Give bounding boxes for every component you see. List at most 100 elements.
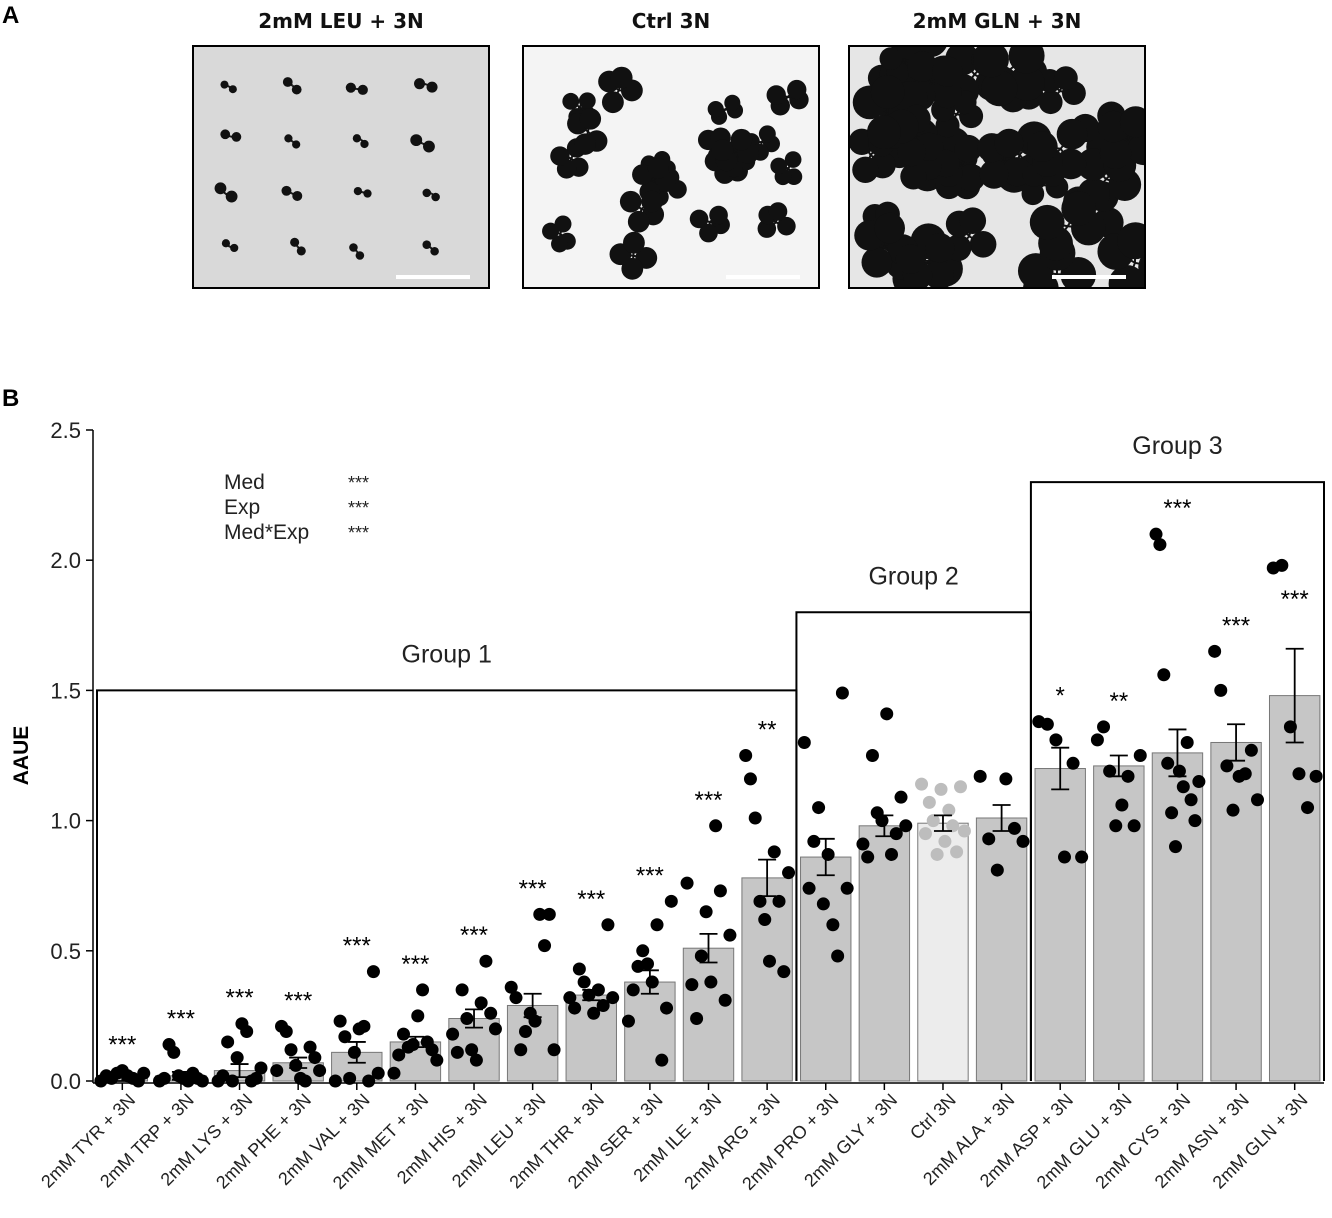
bar xyxy=(1151,752,1204,1082)
data-point xyxy=(387,1066,401,1080)
leaf xyxy=(784,151,802,168)
y-tick-label: 1.5 xyxy=(50,678,81,703)
data-point xyxy=(587,1006,601,1020)
data-point xyxy=(606,991,620,1005)
seedling xyxy=(770,151,803,186)
data-point xyxy=(636,944,650,958)
data-point xyxy=(1188,814,1202,828)
leaf xyxy=(414,78,426,90)
seedling xyxy=(353,186,372,198)
seedling xyxy=(1027,118,1088,180)
leaf xyxy=(621,257,644,280)
data-point xyxy=(762,954,776,968)
data-point xyxy=(1250,793,1264,807)
group-label: Group 3 xyxy=(1132,432,1222,460)
leaf xyxy=(758,125,776,143)
data-point xyxy=(884,847,898,861)
leaf xyxy=(757,219,777,238)
data-point xyxy=(999,772,1013,786)
seedling xyxy=(422,188,440,202)
data-point xyxy=(519,1025,533,1039)
seedling xyxy=(282,77,302,95)
data-point xyxy=(753,894,767,908)
data-point xyxy=(938,834,952,848)
seedling xyxy=(290,237,306,256)
leaf xyxy=(689,209,709,229)
leaf xyxy=(724,94,741,111)
data-point xyxy=(572,962,586,976)
data-point xyxy=(1157,668,1171,682)
leaf xyxy=(874,212,905,244)
data-point xyxy=(563,991,577,1005)
leaf xyxy=(879,47,903,71)
data-point xyxy=(298,1074,312,1088)
bar xyxy=(682,947,735,1082)
leaf xyxy=(707,100,724,118)
seedling xyxy=(609,231,658,280)
seedling xyxy=(972,47,1045,107)
data-point xyxy=(1208,644,1222,658)
data-point xyxy=(240,1025,254,1039)
data-point xyxy=(954,780,968,794)
data-point xyxy=(982,832,996,846)
photo-image-leu xyxy=(192,45,490,289)
leaf xyxy=(282,77,293,87)
data-point xyxy=(748,811,762,825)
data-point xyxy=(1292,767,1306,781)
bar xyxy=(624,981,676,1082)
leaf xyxy=(619,190,642,213)
significance-label: ** xyxy=(758,717,777,744)
data-point xyxy=(514,1043,528,1057)
photo-gln: 2mM GLN + 3N xyxy=(848,9,1146,289)
data-point xyxy=(167,1045,181,1059)
data-point xyxy=(930,847,944,861)
data-point xyxy=(601,918,615,932)
data-point xyxy=(1115,798,1129,812)
data-point xyxy=(1283,720,1297,734)
data-point xyxy=(1226,803,1240,817)
leaf xyxy=(410,134,423,147)
data-point xyxy=(812,801,826,815)
data-point xyxy=(694,949,708,963)
data-point xyxy=(680,876,694,890)
leaf xyxy=(284,134,293,143)
photo-title-ctrl: Ctrl 3N xyxy=(631,9,711,33)
leaf xyxy=(897,138,926,167)
leaf xyxy=(296,246,306,256)
leaf xyxy=(924,260,955,287)
significance-label: *** xyxy=(401,951,429,978)
data-point xyxy=(1049,733,1063,747)
data-point xyxy=(660,1001,674,1015)
leaf xyxy=(292,190,303,201)
leaf xyxy=(641,190,663,213)
data-point xyxy=(1301,801,1315,815)
data-point xyxy=(918,827,932,841)
significance-label: *** xyxy=(226,985,254,1012)
bar xyxy=(917,822,969,1082)
panel-b-label: B xyxy=(2,385,20,412)
leaf xyxy=(579,108,602,130)
seedling xyxy=(345,82,368,95)
photo-drawing xyxy=(524,47,818,287)
data-point xyxy=(1127,819,1141,833)
leaf xyxy=(623,231,645,254)
group-label: Group 1 xyxy=(402,640,492,668)
data-point xyxy=(504,980,518,994)
leaf xyxy=(357,84,368,95)
leaf xyxy=(895,244,926,274)
data-point xyxy=(254,1061,268,1075)
leaf xyxy=(610,66,633,89)
data-point xyxy=(460,1012,474,1026)
seedling xyxy=(895,233,955,287)
leaf xyxy=(578,92,596,110)
data-point xyxy=(303,1040,317,1054)
leaf xyxy=(554,215,572,233)
leaf xyxy=(291,84,302,95)
leaf xyxy=(924,233,955,263)
leaf xyxy=(632,164,653,185)
data-point xyxy=(699,905,713,919)
leaf xyxy=(866,115,901,150)
seedling xyxy=(711,128,760,172)
data-point xyxy=(479,954,493,968)
data-point xyxy=(577,975,591,989)
